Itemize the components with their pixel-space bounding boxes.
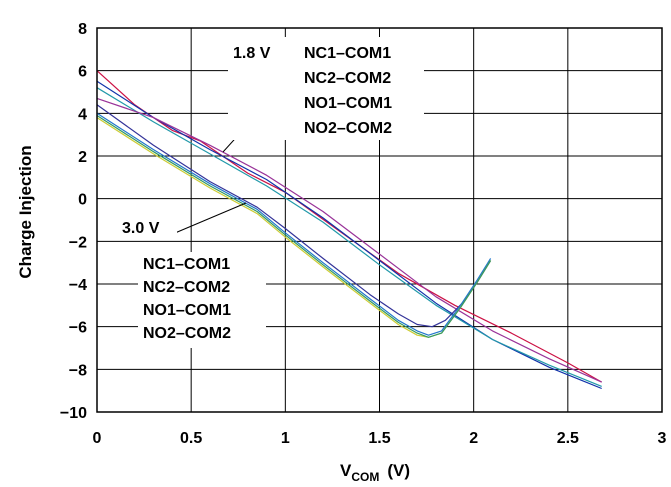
x-tick-label: 3	[658, 430, 667, 447]
y-tick-label: −8	[69, 362, 87, 379]
annotation-channel-3-0v-nc1: NC1–COM1	[143, 256, 230, 273]
series-line-2	[96, 80, 602, 390]
annotation-channel-3-0v-no1: NO1–COM1	[143, 302, 231, 319]
y-tick-label: 0	[78, 192, 87, 209]
series-line-4	[96, 97, 602, 383]
x-tick-label: 0	[93, 430, 102, 447]
annotation-box-3-0v-voltage	[117, 213, 177, 239]
series-line-6	[96, 112, 492, 336]
x-axis-label-unit: (V)	[387, 461, 410, 480]
y-tick-label: 2	[78, 149, 87, 166]
y-tick-label: 8	[78, 21, 87, 38]
leader-line-3-0v	[174, 202, 247, 234]
plot-frame	[96, 27, 663, 413]
y-axis-label: Charge Injection	[16, 145, 35, 278]
y-tick-label: −4	[69, 277, 87, 294]
y-tick-labels: 8 6 4 2 0 −2 −4 −6 −8 −10	[60, 21, 87, 422]
annotation-voltage-3-0v: 3.0 V	[122, 220, 160, 237]
x-tick-label: 2.5	[557, 430, 579, 447]
series-layer	[96, 70, 602, 390]
series-line-3	[96, 87, 602, 387]
annotation-channel-1-8v-no2: NO2–COM2	[304, 120, 392, 137]
annotation-box-1-8v	[228, 37, 424, 140]
annotation-channel-1-8v-no1: NO1–COM1	[304, 95, 392, 112]
annotation-channel-1-8v-nc1: NC1–COM1	[304, 45, 391, 62]
x-tick-label: 1.5	[368, 430, 390, 447]
annotation-channel-1-8v-nc2: NC2–COM2	[304, 70, 391, 87]
annotation-channel-3-0v-no2: NO2–COM2	[143, 325, 231, 342]
annotation-box-3-0v-channels	[138, 252, 266, 348]
annotation-voltage-1-8v: 1.8 V	[233, 45, 271, 62]
y-tick-label: 4	[78, 106, 87, 123]
x-tick-label: 2	[469, 430, 478, 447]
x-axis-label-main: V	[340, 461, 352, 480]
series-line-8	[96, 114, 492, 338]
x-tick-labels: 0 0.5 1 1.5 2 2.5 3	[93, 430, 667, 447]
y-tick-label: 6	[78, 64, 87, 81]
x-tick-label: 0.5	[180, 430, 202, 447]
y-tick-label: −10	[60, 405, 87, 422]
x-tick-label: 1	[281, 430, 290, 447]
y-tick-label: −2	[69, 234, 87, 251]
y-tick-label: −6	[69, 320, 87, 337]
x-axis-label: VCOM (V)	[340, 461, 410, 484]
series-line-1	[96, 70, 602, 383]
annotation-channel-3-0v-nc2: NC2–COM2	[143, 279, 230, 296]
x-axis-label-sub: COM	[351, 470, 379, 484]
